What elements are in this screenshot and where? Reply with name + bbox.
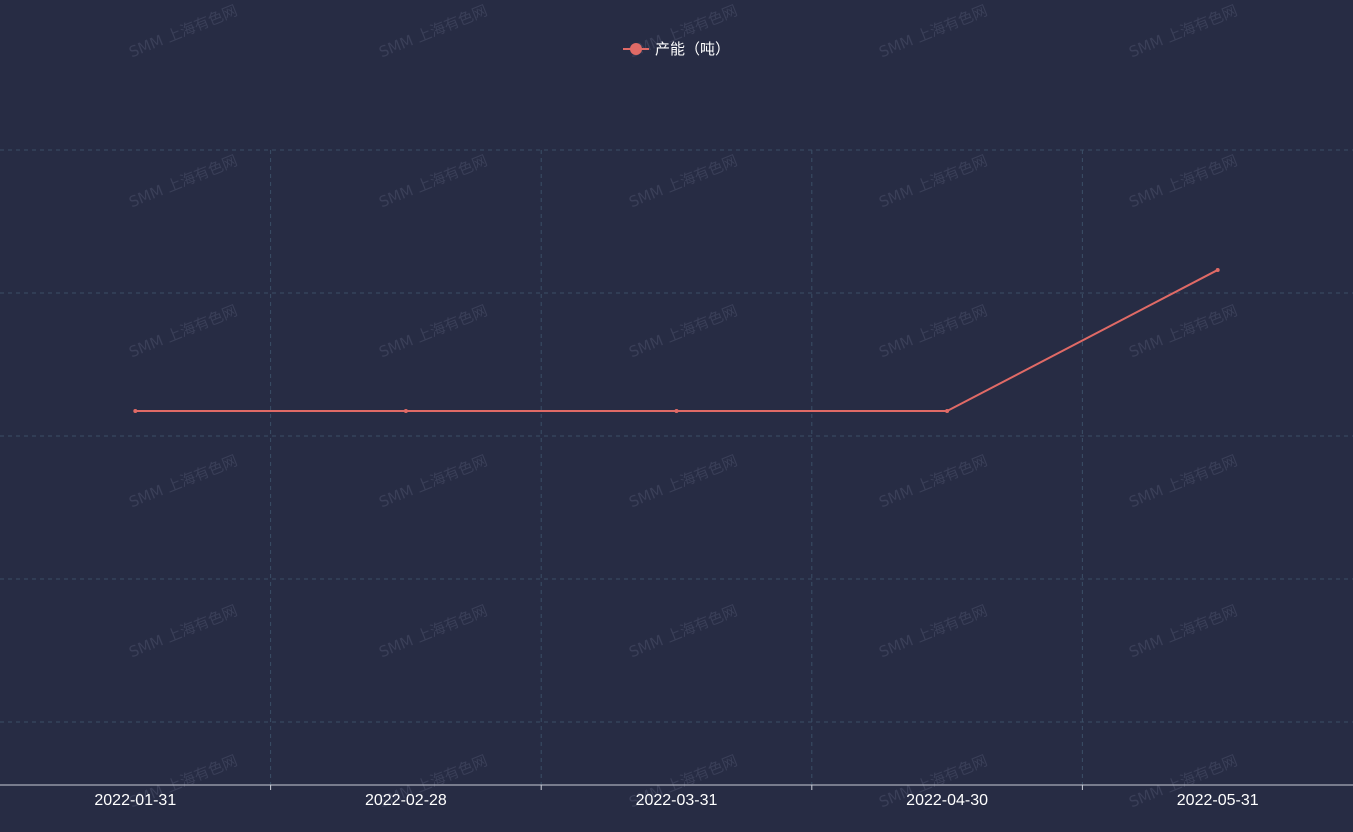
data-point[interactable] [403,409,408,414]
legend[interactable]: 产能（吨） [0,38,1353,59]
watermark-text: SMM 上海有色网 [876,301,990,361]
data-point[interactable] [133,409,138,414]
watermark-text: SMM 上海有色网 [376,601,490,661]
watermark-text: SMM 上海有色网 [376,451,490,511]
watermark-text: SMM 上海有色网 [126,601,240,661]
data-point[interactable] [945,409,950,414]
watermark-text: SMM 上海有色网 [1126,151,1240,211]
x-tick-label: 2022-03-31 [636,792,718,809]
watermark-layer: SMM 上海有色网 SMM 上海有色网 SMM 上海有色网 SMM 上海有色网 SMM … [126,1,1240,811]
watermark-text: SMM 上海有色网 [876,451,990,511]
data-point[interactable] [1215,267,1220,272]
x-tick-label: 2022-02-28 [365,792,447,809]
x-tick-label: 2022-05-31 [1177,792,1259,809]
watermark-text: SMM 上海有色网 [1126,301,1240,361]
watermark-text: SMM 上海有色网 [626,451,740,511]
x-tick-label: 2022-04-30 [906,792,988,809]
legend-line-marker-icon [622,42,649,55]
watermark-text: SMM 上海有色网 [1126,601,1240,661]
grid-lines [0,149,1353,785]
watermark-text: SMM 上海有色网 [876,601,990,661]
x-axis: 2022-01-31 2022-02-28 2022-03-31 2022-04-30… [0,784,1353,809]
x-tick-label: 2022-01-31 [94,792,176,809]
watermark-text: SMM 上海有色网 [126,301,240,361]
watermark-text: SMM 上海有色网 [626,601,740,661]
watermark-text: SMM 上海有色网 [376,151,490,211]
data-point[interactable] [674,409,679,414]
series-layer [133,267,1220,414]
watermark-text: SMM 上海有色网 [876,151,990,211]
watermark-text: SMM 上海有色网 [126,151,240,211]
watermark-text: SMM 上海有色网 [376,301,490,361]
watermark-text: SMM 上海有色网 [626,301,740,361]
legend-label: 产能（吨） [654,40,730,58]
watermark-text: SMM 上海有色网 [626,151,740,211]
watermark-text: SMM 上海有色网 [1126,451,1240,511]
watermark-text: SMM 上海有色网 [126,451,240,511]
